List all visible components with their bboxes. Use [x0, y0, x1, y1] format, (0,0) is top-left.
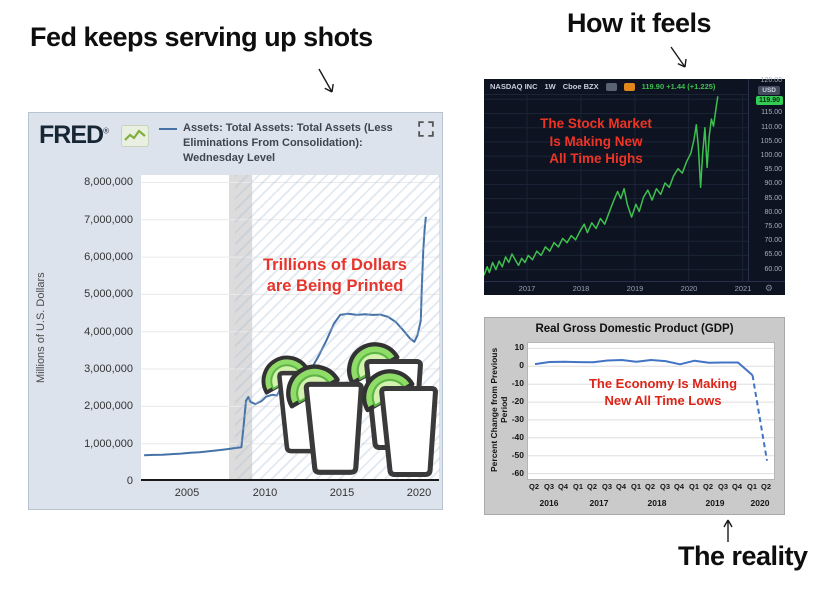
time-scale[interactable]: 2017 2018 2019 2020 2021 ⚙: [484, 281, 785, 295]
legend-line-swatch: [159, 128, 177, 130]
gdp-chart-widget: Real Gross Domestic Product (GDP) Percen…: [484, 317, 785, 515]
nasdaq-meme-text: The Stock Market Is Making New All Time …: [540, 116, 652, 167]
arrow-icon: [318, 68, 334, 93]
nasdaq-plot-area[interactable]: The Stock Market Is Making New All Time …: [483, 95, 748, 281]
last-quote: 119.90 +1.44 (+1.225): [641, 82, 716, 91]
price-tick: 120.00: [760, 77, 782, 84]
chart-style-icon[interactable]: [605, 82, 617, 91]
gdp-title: Real Gross Domestic Product (GDP): [535, 323, 734, 335]
nasdaq-chart-widget: NASDAQ INC 1W Cboe BZX 119.90 +1.44 (+1.…: [483, 77, 785, 295]
caption-fed: Fed keeps serving up shots: [30, 22, 373, 52]
caption-reality: The reality: [678, 541, 808, 571]
nasdaq-line-chart: [483, 95, 748, 281]
indicator-icon[interactable]: [623, 82, 635, 91]
price-scale[interactable]: 120.00 USD 119.90 115.00 110.00 105.00 100.…: [748, 77, 785, 281]
fred-header: FRED® Assets: Total Assets: Total Assets…: [29, 113, 442, 171]
legend-label: Assets: Total Assets: Total Assets (Less…: [183, 122, 393, 164]
currency-badge: USD: [758, 86, 780, 95]
interval-label[interactable]: 1W: [544, 82, 556, 91]
fred-x-axis-ticks: 2005 2010 2015 2020: [174, 487, 432, 499]
arrow-icon: [723, 519, 733, 542]
gdp-quarter-ticks: Q2 Q3 Q4 Q1 Q2 Q3 Q4 Q1 Q2 Q3 Q4 Q1 Q2 Q3 Q4 Q1 Q2: [528, 482, 771, 491]
gdp-y-axis-ticks: 10 0 -10 -20 -30 -40 -50 -60: [511, 342, 524, 478]
ticker-symbol[interactable]: NASDAQ INC: [490, 82, 538, 91]
sparkline-icon: [121, 125, 149, 147]
shot-glass-with-lime-icon: [357, 364, 443, 479]
caption-feels: How it feels: [567, 8, 712, 38]
fred-meme-text: Trillions of Dollars are Being Printed: [263, 256, 407, 295]
registered-mark: ®: [103, 126, 109, 136]
fred-y-axis-label: Millions of U.S. Dollars: [35, 272, 47, 384]
gear-icon[interactable]: ⚙: [764, 283, 773, 293]
fullscreen-icon[interactable]: [418, 121, 434, 137]
gdp-line-chart: [528, 347, 774, 475]
gdp-meme-text: The Economy Is Making New All Time Lows: [588, 376, 738, 408]
exchange-label: Cboe BZX: [562, 82, 599, 91]
last-price-tag: 119.90: [755, 96, 783, 105]
gdp-plot-area: [527, 342, 775, 480]
fred-chart-widget: FRED® Assets: Total Assets: Total Assets…: [28, 112, 443, 510]
gdp-year-ticks: 2016 2017 2018 2019 2020: [539, 498, 770, 508]
shot-glass-with-lime-icon: [281, 359, 369, 477]
fred-y-axis-ticks: 0 1,000,000 2,000,000 3,000,000 4,000,000 5,0…: [84, 176, 133, 487]
arrow-icon: [670, 46, 687, 68]
fred-logo: FRED®: [39, 121, 109, 149]
fred-series-legend: Assets: Total Assets: Total Assets (Less…: [159, 121, 425, 166]
nasdaq-toolbar: NASDAQ INC 1W Cboe BZX 119.90 +1.44 (+1.…: [484, 79, 748, 95]
